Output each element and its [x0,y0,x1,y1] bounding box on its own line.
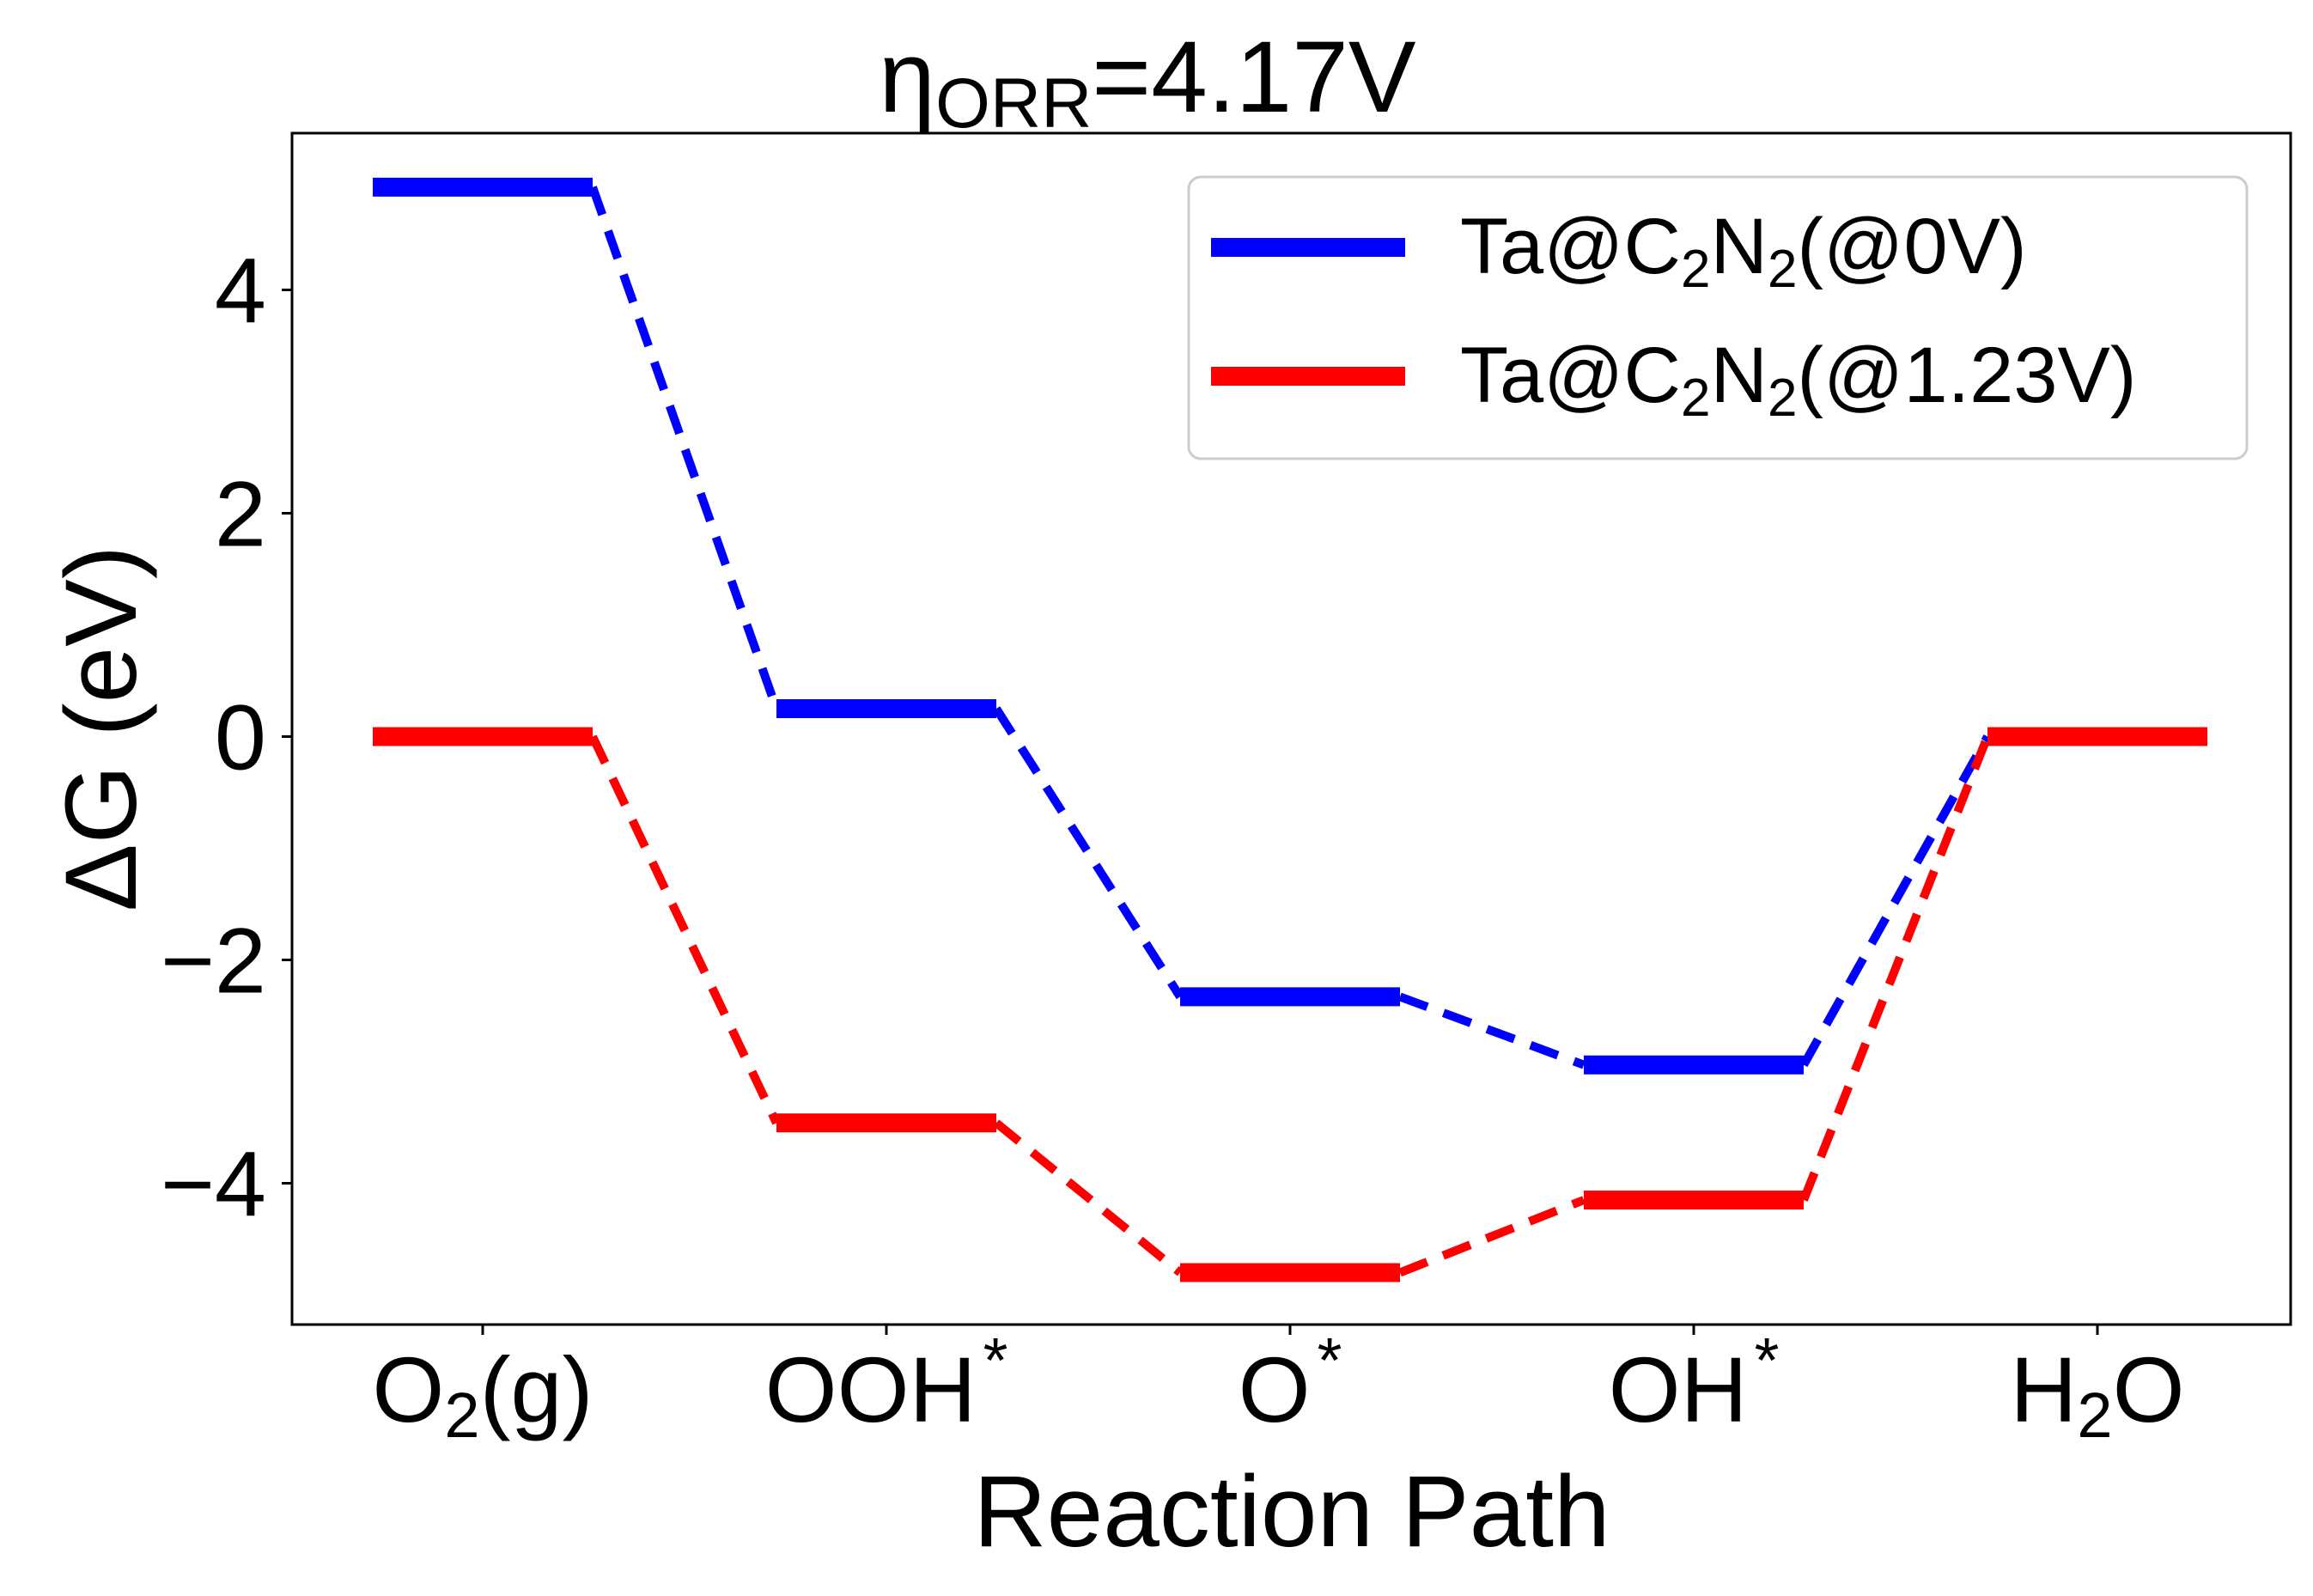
legend-0-sub-1: 2 [1681,240,1710,299]
connector-lines [588,186,1992,1277]
x-tick-label-4-tail: O [2113,1337,2185,1441]
x-tick-label-4: H2O [2010,1337,2184,1451]
title-subscript: ORR [935,64,1092,143]
energy-levels [373,177,2207,1282]
connector-s1-0 [588,734,781,1125]
legend-0-sub-2: 2 [1768,240,1797,299]
title-value: =4.17V [1092,21,1416,134]
title-eta: η [879,21,935,134]
connector-s0-2 [1398,992,1586,1069]
legend-0-part-c: (@0V) [1797,203,2026,290]
x-axis: O2(g) OOH * O * OH * H2O [372,1325,2185,1451]
connector-s0-1 [992,706,1184,1000]
legend-label-0: Ta@C2N2(@0V) [1460,203,2027,299]
legend-box [1187,175,2249,460]
chart-title: ηORR=4.17V [879,21,1415,143]
legend-0-part-a: Ta@C [1460,203,1681,290]
x-tick-label-4-main: H [2010,1337,2077,1441]
x-tick-label-4-sub: 2 [2077,1380,2112,1451]
x-tick-label-1-main: OOH [765,1337,977,1441]
y-tick-label-1: 2 [215,462,266,566]
x-axis-label: Reaction Path [973,1455,1610,1569]
y-tick-label-0: 4 [215,239,266,343]
connector-s0-3 [1799,734,1992,1068]
legend-1-part-a: Ta@C [1460,332,1681,419]
connector-s1-1 [993,1119,1184,1276]
x-tick-label-3-sup: * [1755,1325,1780,1396]
x-tick-label-0-main: O [372,1337,444,1441]
legend-0-part-b: N [1710,203,1767,290]
x-tick-label-3: OH * [1609,1325,1780,1441]
x-tick-label-0-tail: (g) [480,1337,593,1441]
x-tick-label-1-sup: * [983,1325,1008,1396]
y-axis: 4 2 0 −2 −4 [161,239,292,1236]
y-tick-label-3: −2 [161,909,266,1013]
y-tick-label-4: −4 [161,1132,266,1236]
x-tick-label-2: O * [1239,1325,1342,1441]
connector-s1-2 [1398,1196,1586,1277]
x-tick-label-1: OOH * [765,1325,1008,1441]
y-tick-label-2: 0 [215,685,266,789]
x-tick-label-2-main: O [1239,1337,1311,1441]
legend-1-sub-2: 2 [1768,369,1797,428]
y-axis-label: ΔG (eV) [45,545,158,911]
x-tick-label-3-main: OH [1609,1337,1748,1441]
legend-1-sub-1: 2 [1681,369,1710,428]
legend-1-part-c: (@1.23V) [1797,332,2136,419]
legend: Ta@C2N2(@0V) Ta@C2N2(@1.23V) [1187,175,2249,460]
x-tick-label-2-sup: * [1318,1325,1342,1396]
x-tick-label-0: O2(g) [372,1337,593,1451]
legend-1-part-b: N [1710,332,1767,419]
x-tick-label-0-sub: 2 [444,1380,479,1451]
connector-s0-0 [588,186,781,710]
legend-label-1: Ta@C2N2(@1.23V) [1460,332,2137,428]
connector-s1-3 [1799,734,1992,1202]
